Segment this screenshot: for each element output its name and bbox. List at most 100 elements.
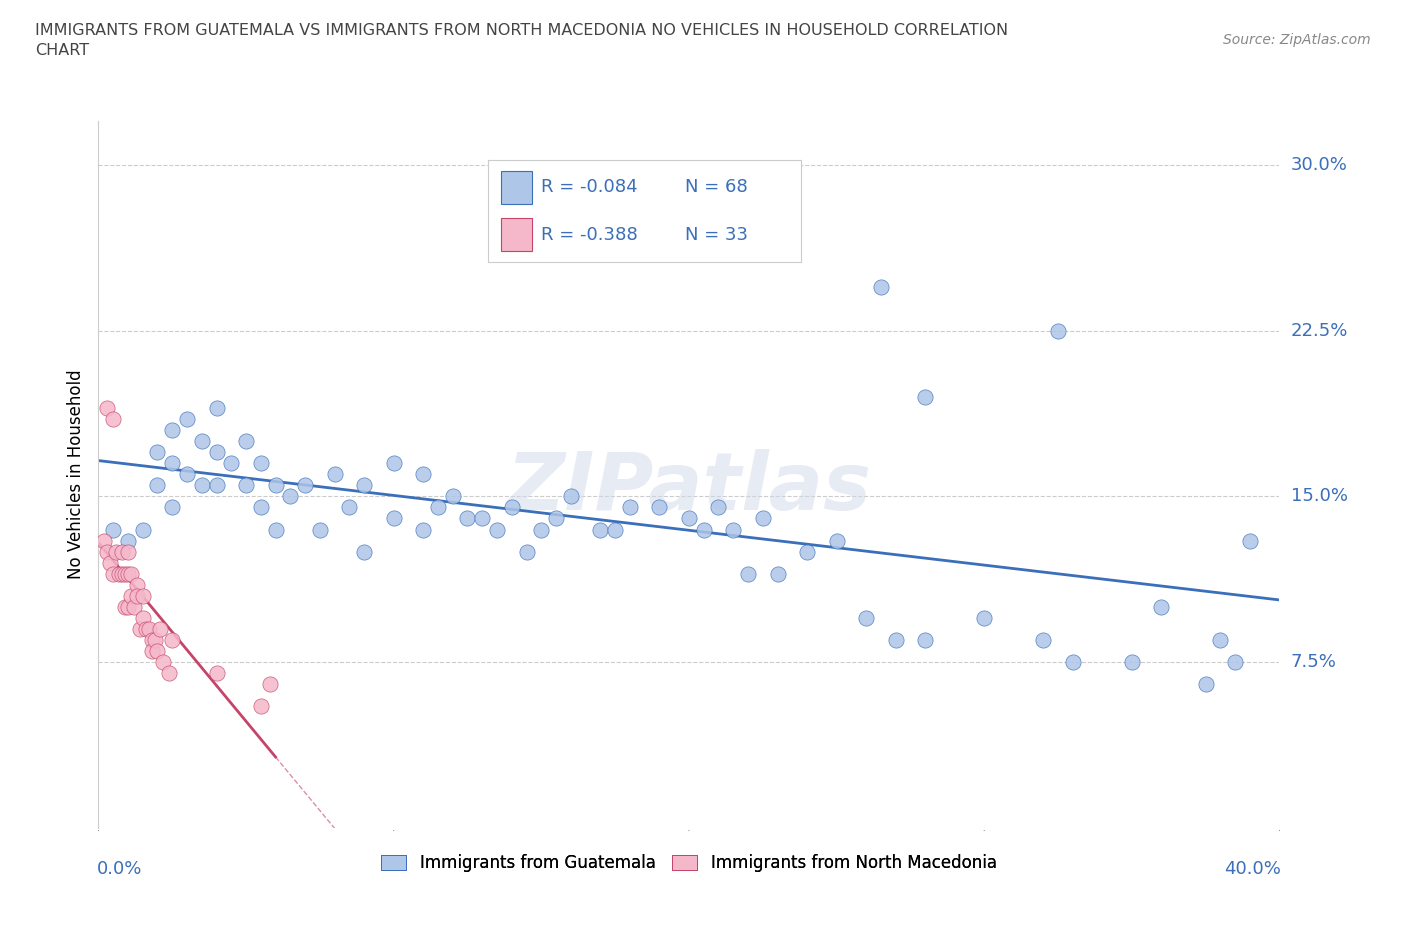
- Point: [737, 566, 759, 581]
- Point: [221, 456, 243, 471]
- Point: [1195, 677, 1218, 692]
- Point: [125, 578, 148, 592]
- Point: [93, 533, 115, 548]
- Text: 30.0%: 30.0%: [1291, 156, 1347, 174]
- Point: [870, 279, 893, 294]
- Point: [162, 500, 183, 515]
- Point: [132, 522, 155, 537]
- Point: [973, 610, 995, 625]
- Point: [382, 456, 405, 471]
- Point: [205, 401, 228, 416]
- Point: [914, 390, 936, 405]
- Point: [103, 522, 125, 537]
- Point: [138, 621, 160, 636]
- Point: [1209, 632, 1232, 647]
- Point: [546, 224, 568, 239]
- Point: [146, 478, 169, 493]
- Point: [382, 512, 405, 526]
- Point: [250, 456, 273, 471]
- Point: [111, 566, 134, 581]
- Point: [1032, 632, 1054, 647]
- Point: [1225, 655, 1247, 670]
- Point: [108, 566, 131, 581]
- Point: [309, 522, 332, 537]
- Text: R = -0.084: R = -0.084: [541, 179, 638, 196]
- Point: [176, 412, 198, 427]
- Text: 22.5%: 22.5%: [1291, 322, 1348, 339]
- Point: [162, 422, 183, 438]
- Point: [149, 621, 172, 636]
- Text: 7.5%: 7.5%: [1291, 653, 1337, 671]
- Point: [162, 632, 183, 647]
- Point: [96, 401, 118, 416]
- Point: [114, 566, 136, 581]
- Text: 40.0%: 40.0%: [1223, 859, 1281, 878]
- Point: [235, 433, 257, 448]
- Point: [98, 555, 121, 570]
- Point: [143, 632, 166, 647]
- Point: [205, 666, 228, 681]
- Point: [516, 544, 538, 559]
- Bar: [501, 219, 531, 251]
- Point: [353, 544, 375, 559]
- Point: [205, 478, 228, 493]
- Point: [141, 632, 163, 647]
- Point: [162, 456, 183, 471]
- Point: [471, 512, 494, 526]
- Point: [103, 566, 125, 581]
- Point: [294, 478, 316, 493]
- Point: [1239, 533, 1261, 548]
- Point: [117, 533, 139, 548]
- Point: [128, 621, 150, 636]
- Point: [235, 478, 257, 493]
- Y-axis label: No Vehicles in Household: No Vehicles in Household: [66, 369, 84, 579]
- Point: [323, 467, 346, 482]
- Point: [884, 632, 907, 647]
- Point: [486, 522, 509, 537]
- Point: [427, 500, 450, 515]
- Point: [1046, 324, 1070, 339]
- Point: [114, 600, 136, 615]
- Point: [259, 677, 281, 692]
- Point: [855, 610, 877, 625]
- Text: ZIPatlas: ZIPatlas: [506, 449, 872, 527]
- Point: [501, 500, 523, 515]
- Point: [825, 533, 848, 548]
- Point: [120, 566, 142, 581]
- Point: [339, 500, 361, 515]
- Point: [589, 522, 612, 537]
- Point: [103, 412, 125, 427]
- Bar: [501, 171, 531, 204]
- Point: [191, 433, 214, 448]
- Point: [141, 644, 163, 658]
- Point: [205, 445, 228, 459]
- Text: IMMIGRANTS FROM GUATEMALA VS IMMIGRANTS FROM NORTH MACEDONIA NO VEHICLES IN HOUS: IMMIGRANTS FROM GUATEMALA VS IMMIGRANTS …: [35, 23, 1008, 58]
- Point: [530, 522, 553, 537]
- Point: [648, 500, 671, 515]
- Point: [619, 500, 641, 515]
- Point: [146, 644, 169, 658]
- Point: [693, 522, 716, 537]
- Point: [412, 467, 434, 482]
- Point: [111, 544, 134, 559]
- Point: [96, 544, 118, 559]
- Legend: Immigrants from Guatemala, Immigrants from North Macedonia: Immigrants from Guatemala, Immigrants fr…: [381, 855, 997, 872]
- Point: [135, 621, 157, 636]
- Point: [1150, 600, 1173, 615]
- Point: [264, 522, 287, 537]
- Point: [914, 632, 936, 647]
- Point: [125, 589, 148, 604]
- Point: [280, 489, 302, 504]
- Text: N = 68: N = 68: [685, 179, 748, 196]
- Point: [117, 544, 139, 559]
- Point: [353, 478, 375, 493]
- Point: [146, 445, 169, 459]
- Point: [264, 478, 287, 493]
- Point: [117, 600, 139, 615]
- Point: [707, 500, 730, 515]
- Point: [132, 610, 155, 625]
- Point: [250, 698, 273, 713]
- Text: N = 33: N = 33: [685, 226, 748, 244]
- Point: [105, 544, 128, 559]
- Point: [117, 566, 139, 581]
